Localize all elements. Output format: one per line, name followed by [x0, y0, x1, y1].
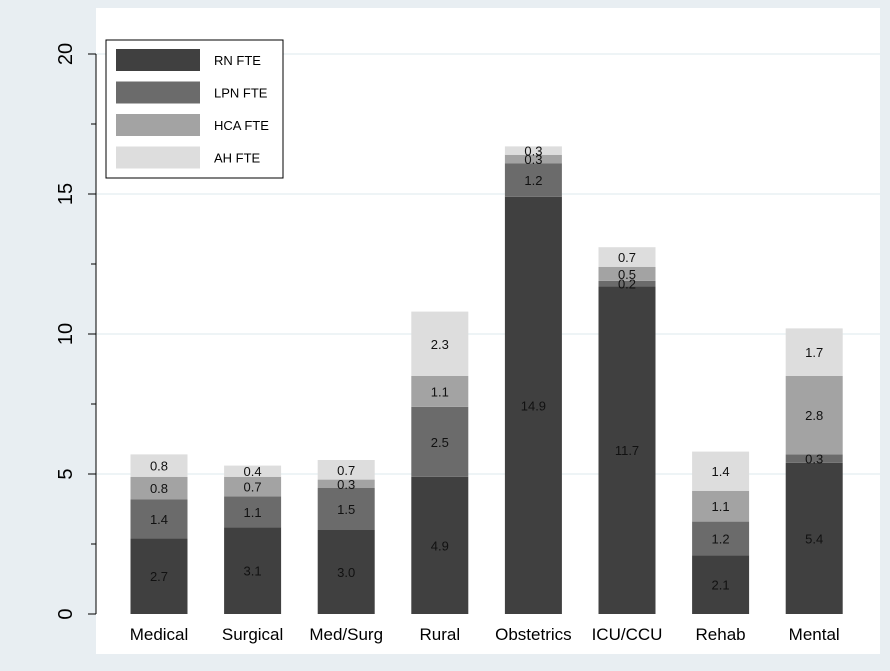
bar-segment	[224, 465, 282, 477]
legend: RN FTE LPN FTE HCA FTE AH FTE	[105, 39, 284, 179]
data-label: 0.7	[244, 480, 262, 495]
y-tick-label: 5	[55, 468, 77, 479]
data-label: 2.8	[805, 408, 823, 423]
x-tick-label: Surgical	[222, 625, 283, 644]
data-label: 1.1	[712, 499, 730, 514]
bar-segment	[598, 286, 656, 614]
bar-segment	[692, 490, 750, 522]
bar-segment	[785, 328, 843, 376]
bar-segment	[130, 499, 188, 539]
x-tick-label: Med/Surg	[309, 625, 383, 644]
bar-segment	[598, 266, 656, 281]
legend-label: LPN FTE	[214, 86, 268, 101]
bar-segment	[692, 555, 750, 614]
data-label: 3.1	[244, 564, 262, 579]
data-label: 5.4	[805, 531, 823, 546]
bar-segment	[317, 530, 375, 614]
legend-label: AH FTE	[214, 151, 261, 166]
data-label: 1.4	[712, 464, 730, 479]
y-axis: 0 5 10 15 20	[55, 43, 97, 620]
y-tick-label: 15	[55, 183, 77, 205]
bar-segment	[130, 538, 188, 614]
data-label: 0.5	[618, 267, 636, 282]
data-label: 2.1	[712, 578, 730, 593]
bar-segment	[785, 462, 843, 614]
bar-segment	[317, 479, 375, 488]
bar-segment	[598, 247, 656, 267]
bar-segment	[504, 146, 562, 155]
bar-segment	[504, 196, 562, 615]
data-label: 11.7	[615, 443, 639, 458]
x-tick-label: Medical	[130, 625, 189, 644]
bar-segment	[224, 496, 282, 528]
data-label: 0.3	[805, 452, 823, 467]
data-label: 0.4	[244, 464, 262, 479]
data-label: 14.9	[521, 398, 546, 413]
data-label: 1.1	[431, 384, 449, 399]
data-label: 0.7	[337, 463, 355, 478]
x-tick-label: Rural	[419, 625, 460, 644]
y-tick-label: 20	[55, 43, 77, 65]
x-tick-label: Rehab	[696, 625, 746, 644]
bar-segment	[224, 527, 282, 614]
legend-label: HCA FTE	[214, 118, 269, 133]
legend-swatch	[116, 146, 200, 169]
data-label: 1.2	[712, 531, 730, 546]
data-label: 1.4	[150, 512, 168, 527]
data-label: 1.7	[805, 345, 823, 360]
data-label: 2.7	[150, 569, 168, 584]
data-label: 1.5	[337, 502, 355, 517]
bar-segment	[504, 163, 562, 197]
data-label: 2.3	[431, 337, 449, 352]
data-label: 0.2	[618, 277, 636, 292]
data-label: 0.3	[337, 477, 355, 492]
bar-segment	[317, 488, 375, 530]
legend-swatch	[116, 114, 200, 136]
x-tick-label: Obstetrics	[495, 625, 572, 644]
bar-segment	[785, 454, 843, 463]
data-label: 0.3	[524, 152, 542, 167]
bar-segment	[504, 154, 562, 164]
y-tick-label: 10	[55, 323, 77, 345]
bar-segment	[411, 476, 469, 614]
x-tick-label: Mental	[789, 625, 840, 644]
legend-label: RN FTE	[214, 53, 261, 68]
bar-segment	[130, 476, 188, 500]
data-label: 4.9	[431, 538, 449, 553]
data-label: 0.8	[150, 481, 168, 496]
bar-segment	[411, 376, 469, 407]
data-label: 0.8	[150, 459, 168, 474]
bar-segment	[785, 376, 843, 455]
bar-segment	[224, 476, 282, 497]
y-tick-label: 0	[55, 608, 77, 619]
data-label: 0.3	[524, 144, 542, 159]
data-label: 1.2	[524, 173, 542, 188]
bar-segment	[411, 311, 469, 376]
bars: 2.71.40.80.83.11.10.70.43.01.50.30.74.92…	[130, 144, 843, 615]
bar-segment	[692, 451, 750, 491]
bar-segment	[692, 521, 750, 556]
x-tick-label: ICU/CCU	[592, 625, 663, 644]
x-axis-labels: Medical Surgical Med/Surg Rural Obstetrics IC…	[130, 625, 840, 644]
data-label: 1.1	[244, 505, 262, 520]
data-label: 2.5	[431, 435, 449, 450]
bar-segment	[130, 454, 188, 477]
bar-segment	[598, 280, 656, 287]
legend-swatch	[116, 81, 200, 104]
bar-segment	[411, 406, 469, 477]
legend-swatch	[116, 49, 200, 71]
bar-segment	[317, 460, 375, 480]
data-label: 3.0	[337, 565, 355, 580]
data-label: 0.7	[618, 250, 636, 265]
